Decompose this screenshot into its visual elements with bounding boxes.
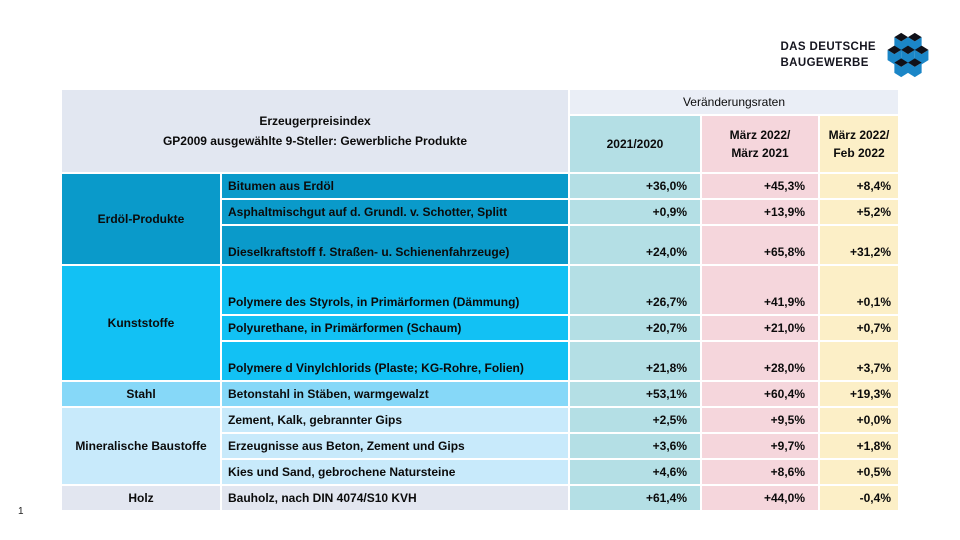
value-cell: +8,6% bbox=[700, 458, 820, 486]
value-cell: +45,3% bbox=[700, 172, 820, 200]
table-row: Erdöl-Produkte Bitumen aus Erdöl +36,0% … bbox=[60, 172, 900, 266]
value-cell: +20,7% bbox=[568, 314, 702, 342]
value-cell: +41,9% bbox=[700, 264, 820, 316]
value-cell: +3,6% bbox=[568, 432, 702, 460]
product-cell: Betonstahl in Stäben, warmgewalzt bbox=[220, 380, 570, 408]
value-cell: +44,0% bbox=[700, 484, 820, 512]
logo-text-line1: DAS DEUTSCHE bbox=[780, 40, 876, 53]
value-cell: +19,3% bbox=[818, 380, 900, 408]
value-cell: +13,9% bbox=[700, 198, 820, 226]
product-cell: Asphaltmischgut auf d. Grundl. v. Schott… bbox=[220, 198, 570, 226]
value-cell: +0,7% bbox=[818, 314, 900, 342]
group-cell-mineralische-baustoffe: Mineralische Baustoffe bbox=[60, 406, 222, 486]
group-cell-erdoel-produkte: Erdöl-Produkte bbox=[60, 172, 222, 266]
value-cell: -0,4% bbox=[818, 484, 900, 512]
value-cell: +0,5% bbox=[818, 458, 900, 486]
product-cell: Kies und Sand, gebrochene Natursteine bbox=[220, 458, 570, 486]
column-header-2021-2020: 2021/2020 bbox=[568, 114, 702, 174]
value-cell: +28,0% bbox=[700, 340, 820, 382]
value-cell: +0,0% bbox=[818, 406, 900, 434]
value-cell: +9,5% bbox=[700, 406, 820, 434]
group-cell-kunststoffe: Kunststoffe bbox=[60, 264, 222, 382]
baugewerbe-cubes-icon bbox=[887, 32, 929, 78]
table-row: Asphaltmischgut auf d. Grundl. v. Schott… bbox=[61, 198, 900, 226]
product-cell: Dieselkraftstoff f. Straßen- u. Schienen… bbox=[220, 224, 570, 266]
value-cell: +5,2% bbox=[818, 198, 900, 226]
value-cell: +0,1% bbox=[818, 264, 900, 316]
value-cell: +60,4% bbox=[700, 380, 820, 408]
table-title: Erzeugerpreisindex GP2009 ausgewählte 9-… bbox=[60, 88, 570, 174]
group-cell-holz: Holz bbox=[60, 484, 222, 512]
table-row: Mineralische Baustoffe Zement, Kalk, geb… bbox=[60, 406, 900, 486]
value-cell: +4,6% bbox=[568, 458, 702, 486]
group-cell-stahl: Stahl bbox=[60, 380, 222, 408]
value-cell: +65,8% bbox=[700, 224, 820, 266]
value-cell: +21,8% bbox=[568, 340, 702, 382]
product-cell: Erzeugnisse aus Beton, Zement und Gips bbox=[220, 432, 570, 460]
rates-header: Veränderungsraten bbox=[568, 88, 900, 116]
price-index-table: Erzeugerpreisindex GP2009 ausgewählte 9-… bbox=[60, 88, 900, 512]
value-cell: +0,9% bbox=[568, 198, 702, 226]
table-row: Erzeugnisse aus Beton, Zement und Gips +… bbox=[61, 432, 900, 460]
value-cell: +1,8% bbox=[818, 432, 900, 460]
page-number: 1 bbox=[18, 506, 24, 517]
product-cell: Bitumen aus Erdöl bbox=[220, 172, 570, 200]
value-cell: +36,0% bbox=[568, 172, 702, 200]
value-cell: +8,4% bbox=[818, 172, 900, 200]
table-row: Holz Bauholz, nach DIN 4074/S10 KVH +61,… bbox=[60, 484, 900, 512]
value-cell: +21,0% bbox=[700, 314, 820, 342]
table-row: Stahl Betonstahl in Stäben, warmgewalzt … bbox=[60, 380, 900, 408]
value-cell: +9,7% bbox=[700, 432, 820, 460]
column-header-maerz2022-feb2022: März 2022/ Feb 2022 bbox=[818, 114, 900, 174]
product-cell: Polymere d Vinylchlorids (Plaste; KG-Roh… bbox=[220, 340, 570, 382]
product-cell: Zement, Kalk, gebrannter Gips bbox=[220, 406, 570, 434]
value-cell: +53,1% bbox=[568, 380, 702, 408]
column-header-maerz2022-maerz2021: März 2022/ März 2021 bbox=[700, 114, 820, 174]
product-cell: Bauholz, nach DIN 4074/S10 KVH bbox=[220, 484, 570, 512]
table-title-line2: GP2009 ausgewählte 9-Steller: Gewerblich… bbox=[162, 134, 468, 148]
table-row: Dieselkraftstoff f. Straßen- u. Schienen… bbox=[61, 224, 900, 266]
table-row: Polyurethane, in Primärformen (Schaum) +… bbox=[61, 314, 900, 342]
table-row: Polymere d Vinylchlorids (Plaste; KG-Roh… bbox=[61, 340, 900, 382]
value-cell: +31,2% bbox=[818, 224, 900, 266]
logo: DAS DEUTSCHE BAUGEWERBE bbox=[780, 32, 930, 78]
logo-text-line2: BAUGEWERBE bbox=[780, 57, 869, 69]
table-row: Kies und Sand, gebrochene Natursteine +4… bbox=[61, 458, 900, 486]
product-cell: Polyurethane, in Primärformen (Schaum) bbox=[220, 314, 570, 342]
value-cell: +26,7% bbox=[568, 264, 702, 316]
value-cell: +24,0% bbox=[568, 224, 702, 266]
value-cell: +2,5% bbox=[568, 406, 702, 434]
table-row: Kunststoffe Polymere des Styrols, in Pri… bbox=[60, 264, 900, 382]
table-title-line1: Erzeugerpreisindex bbox=[259, 113, 371, 128]
logo-text: DAS DEUTSCHE BAUGEWERBE bbox=[780, 39, 876, 71]
value-cell: +61,4% bbox=[568, 484, 702, 512]
product-cell: Polymere des Styrols, in Primärformen (D… bbox=[220, 264, 570, 316]
value-cell: +3,7% bbox=[818, 340, 900, 382]
